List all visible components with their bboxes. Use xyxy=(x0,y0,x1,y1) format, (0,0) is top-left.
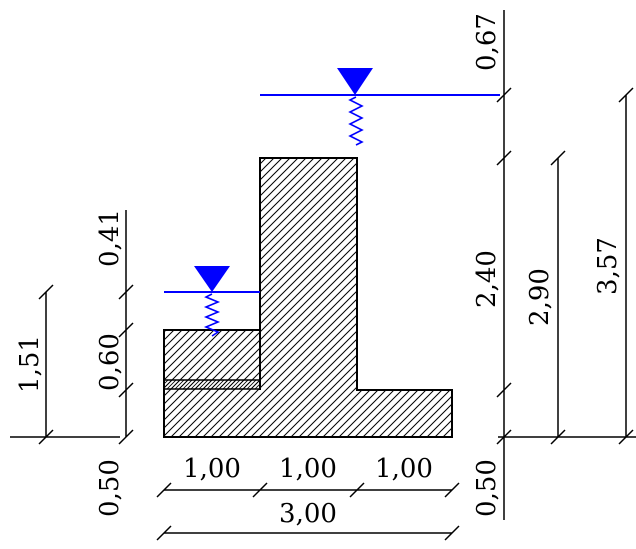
water-wave-icon xyxy=(348,96,364,146)
wall-section xyxy=(163,157,453,438)
dim-left-0-50: 0,50 xyxy=(95,459,125,517)
soil-layer-strip xyxy=(163,379,261,390)
right-dimension-chain xyxy=(496,10,636,520)
water-level-triangle-icon xyxy=(337,68,373,95)
dim-bottom-seg2: 1,00 xyxy=(279,454,337,484)
dim-left-0-60: 0,60 xyxy=(95,333,125,391)
dim-right-3-57: 3,57 xyxy=(593,237,623,295)
water-level-left xyxy=(164,266,260,337)
wall-body xyxy=(163,157,453,438)
dim-right-0-50: 0,50 xyxy=(472,459,502,517)
dim-bottom-seg3: 1,00 xyxy=(375,454,433,484)
dim-right-0-67: 0,67 xyxy=(472,13,502,71)
water-wave-icon xyxy=(203,293,221,337)
dim-left-0-41: 0,41 xyxy=(95,209,125,267)
dim-right-2-40: 2,40 xyxy=(472,250,502,308)
left-dimension-chain xyxy=(10,210,134,445)
water-level-triangle-icon xyxy=(194,266,230,292)
water-level-right xyxy=(260,68,500,146)
dim-bottom-total: 3,00 xyxy=(279,499,337,529)
dim-left-1-51: 1,51 xyxy=(15,335,45,393)
dim-bottom-seg1: 1,00 xyxy=(183,454,241,484)
bottom-dimension-chain xyxy=(156,482,460,541)
dim-right-2-90: 2,90 xyxy=(525,268,555,326)
